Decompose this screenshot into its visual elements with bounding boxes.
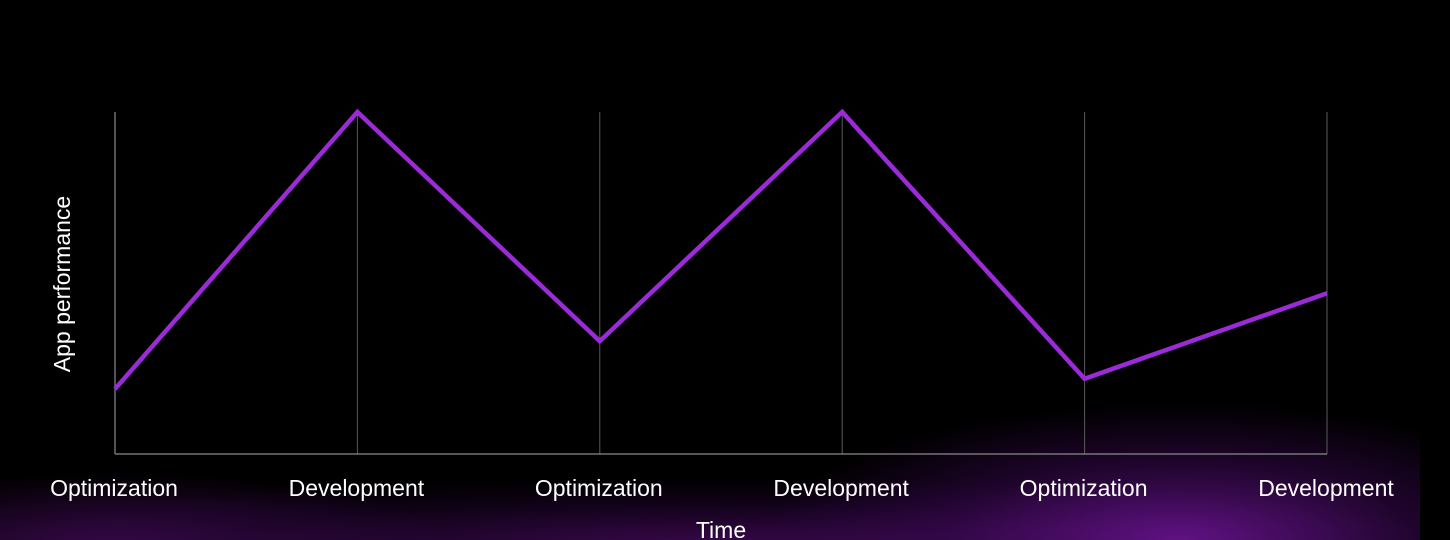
y-axis-title: App performance (49, 196, 75, 372)
x-tick-label: Development (1258, 475, 1394, 501)
x-tick-label: Optimization (1020, 475, 1148, 501)
series-line (113, 108, 1328, 391)
axis-layer (114, 112, 1327, 455)
grid-layer (356, 112, 1328, 454)
x-tick-label: Optimization (535, 475, 663, 501)
series-layer (113, 108, 1328, 391)
label-layer: Optimization Development Optimization Devel… (50, 475, 1394, 501)
x-tick-label: Optimization (50, 475, 178, 501)
x-tick-label: Development (289, 475, 425, 501)
right-edge-band (1420, 0, 1450, 540)
x-tick-label: Development (773, 475, 909, 501)
x-axis-title: Time (696, 517, 746, 540)
